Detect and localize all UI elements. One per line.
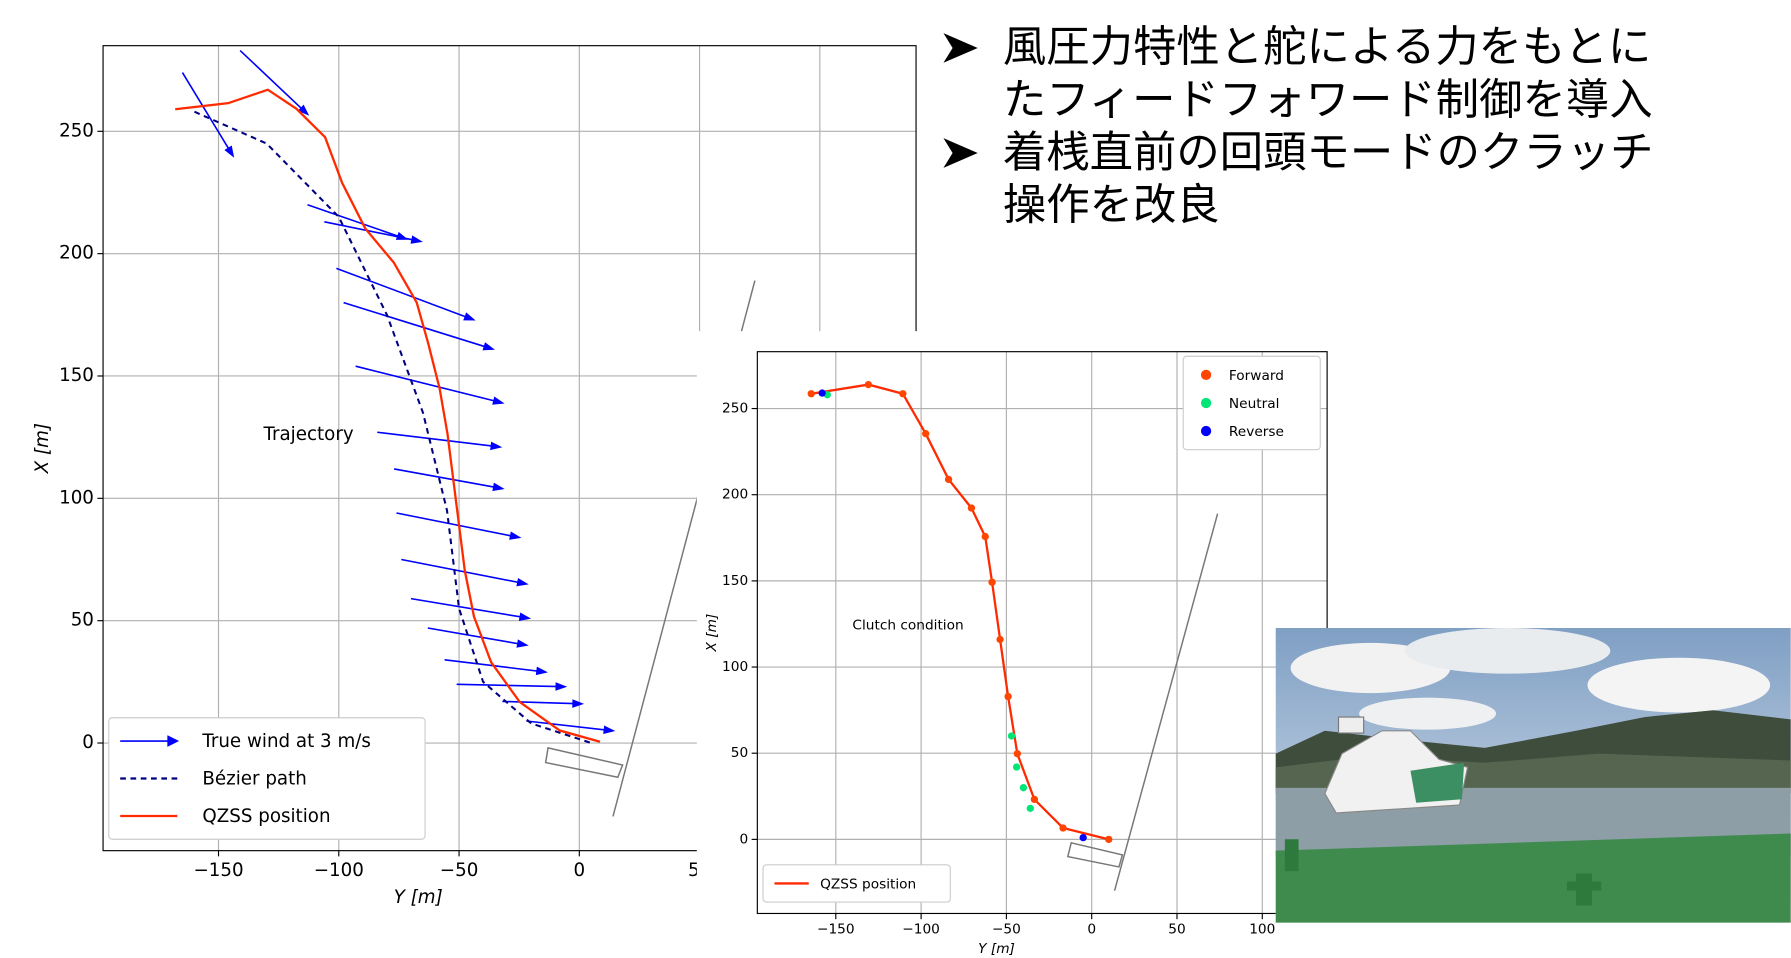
ferry-photo: [1276, 628, 1791, 923]
scatter-point: [1105, 836, 1112, 843]
y-axis-label: X [m]: [704, 614, 720, 653]
bullet-text: 操作を改良: [1003, 180, 1220, 230]
x-tick-label: −50: [440, 860, 479, 881]
x-axis-label: Y [m]: [978, 941, 1015, 957]
scatter-point: [899, 390, 906, 397]
bullet-text: 風圧力特性と舵による力をもとに: [1003, 23, 1651, 73]
scatter-point: [996, 636, 1003, 643]
scatter-point: [1008, 732, 1015, 739]
legend-symbol: [1201, 370, 1211, 380]
scatter-point: [1059, 824, 1066, 831]
y-tick-label: 0: [739, 831, 748, 847]
x-tick-label: −100: [902, 921, 940, 937]
legend-label: QZSS position: [820, 877, 916, 893]
scatter-point: [1014, 750, 1021, 757]
y-tick-label: 0: [82, 732, 94, 753]
legend-label: True wind at 3 m/s: [201, 731, 371, 752]
scatter-point: [968, 504, 975, 511]
annotation: Trajectory: [263, 424, 354, 445]
scatter-point: [808, 390, 815, 397]
x-tick-label: 0: [574, 860, 586, 881]
bullet-text: 着桟直前の回頭モードのクラッチ: [1003, 128, 1654, 178]
y-tick-label: 150: [722, 573, 748, 589]
scatter-point: [982, 533, 989, 540]
legend-label: Neutral: [1229, 396, 1280, 412]
y-axis-label: X [m]: [32, 423, 53, 474]
y-tick-label: 200: [59, 243, 94, 264]
slide: −150 −100 −50 0 50 100 0 50 100 150 200 250 Y [m] X […: [0, 0, 1791, 958]
legend-symbol: [1201, 398, 1211, 408]
y-tick-label: 50: [731, 745, 748, 761]
x-tick-label: 50: [1168, 921, 1185, 937]
legend-symbol: [1201, 426, 1211, 436]
scatter-point: [945, 476, 952, 483]
y-tick-label: 100: [722, 659, 748, 675]
x-tick-label: −50: [992, 921, 1021, 937]
scatter-point: [865, 381, 872, 388]
bullet-text: たフィードフォワード制御を導入: [1003, 75, 1653, 125]
legend-label: Forward: [1229, 368, 1284, 384]
scatter-point: [1031, 796, 1038, 803]
annotation: Clutch condition: [852, 618, 963, 634]
x-tick-label: 100: [1249, 921, 1275, 937]
scatter-point: [1004, 693, 1011, 700]
scatter-point: [922, 430, 929, 437]
scatter-point: [819, 389, 826, 396]
scatter-point: [1020, 784, 1027, 791]
clutch-chart: −150 −100 −50 0 50 100 0 50 100 150 200 250 Y [m] X […: [704, 352, 1327, 957]
scatter-point: [1013, 763, 1020, 770]
y-tick-label: 100: [59, 487, 94, 508]
y-tick-label: 150: [59, 365, 94, 386]
y-tick-label: 50: [71, 610, 94, 631]
scatter-point: [988, 579, 995, 586]
x-tick-label: 0: [1087, 921, 1096, 937]
page: −150 −100 −50 0 50 100 0 50 100 150 200 250 Y [m] X […: [0, 0, 1791, 958]
scatter-point: [1080, 834, 1087, 841]
y-tick-label: 200: [722, 487, 748, 503]
x-tick-label: −150: [817, 921, 855, 937]
x-tick-label: −100: [314, 860, 364, 881]
legend-label: Reverse: [1229, 424, 1284, 440]
y-tick-label: 250: [59, 120, 94, 141]
legend-label: Bézier path: [202, 769, 306, 790]
scatter-point: [1027, 805, 1034, 812]
y-tick-label: 250: [722, 401, 748, 417]
x-tick-label: −150: [193, 860, 243, 881]
legend-label: QZSS position: [202, 806, 330, 827]
x-axis-label: Y [m]: [394, 887, 443, 908]
